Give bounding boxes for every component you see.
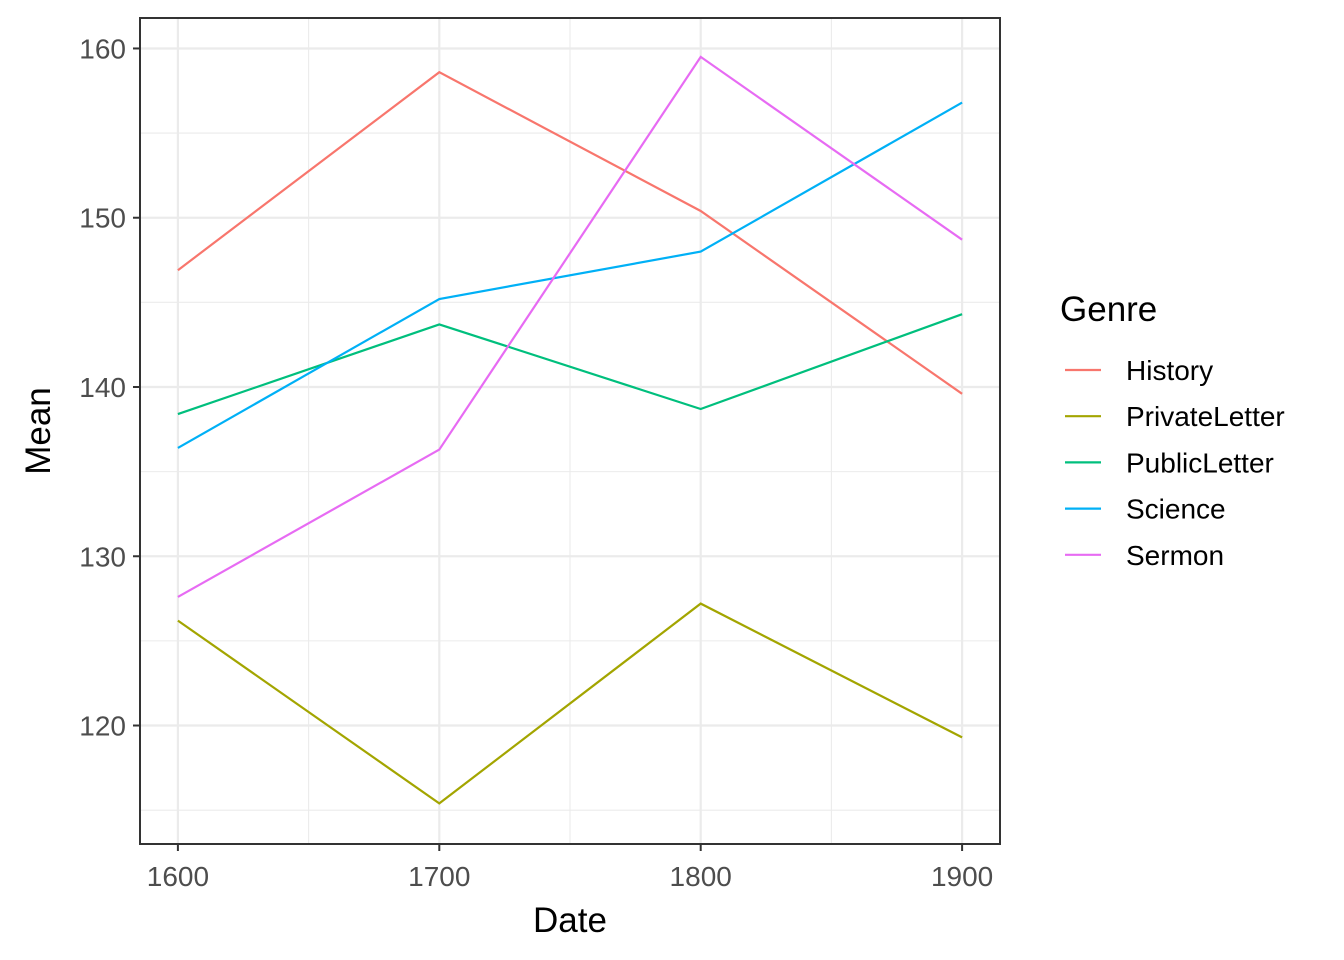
y-tick-label: 150 xyxy=(79,203,126,234)
plot-border xyxy=(139,17,1001,845)
legend-label-science: Science xyxy=(1126,494,1226,525)
legend-items: History PrivateLetter PublicLetter Science S… xyxy=(1065,355,1285,571)
y-tick-label: 120 xyxy=(79,711,126,742)
legend: Genre History PrivateLetter PublicLetter Sc… xyxy=(1060,290,1285,571)
x-tick-label: 1700 xyxy=(408,861,470,892)
y-tick-label: 160 xyxy=(79,33,126,64)
series-line-history xyxy=(177,70,963,395)
legend-label-publicletter: PublicLetter xyxy=(1126,447,1274,478)
y-tick-label: 140 xyxy=(79,372,126,403)
x-tick-label: 1900 xyxy=(931,861,993,892)
series-line-science xyxy=(177,101,963,449)
legend-title: Genre xyxy=(1060,290,1157,329)
x-tick-label: 1800 xyxy=(670,861,732,892)
series-line-sermon xyxy=(177,55,963,598)
legend-label-privateletter: PrivateLetter xyxy=(1126,401,1285,432)
y-tick-label: 130 xyxy=(79,541,126,572)
major-gridlines xyxy=(140,18,1000,844)
series-line-publicletter xyxy=(177,313,963,416)
minor-gridlines xyxy=(140,18,1000,844)
y-axis: 120 130 140 150 160 xyxy=(79,33,140,742)
legend-label-sermon: Sermon xyxy=(1126,540,1224,571)
legend-label-history: History xyxy=(1126,355,1213,386)
y-axis-title: Mean xyxy=(19,387,58,475)
x-tick-label: 1600 xyxy=(147,861,209,892)
x-axis-title: Date xyxy=(533,901,607,940)
series-lines xyxy=(177,55,963,805)
x-axis: 1600 1700 1800 1900 xyxy=(147,844,993,892)
series-line-privateletter xyxy=(177,602,963,805)
